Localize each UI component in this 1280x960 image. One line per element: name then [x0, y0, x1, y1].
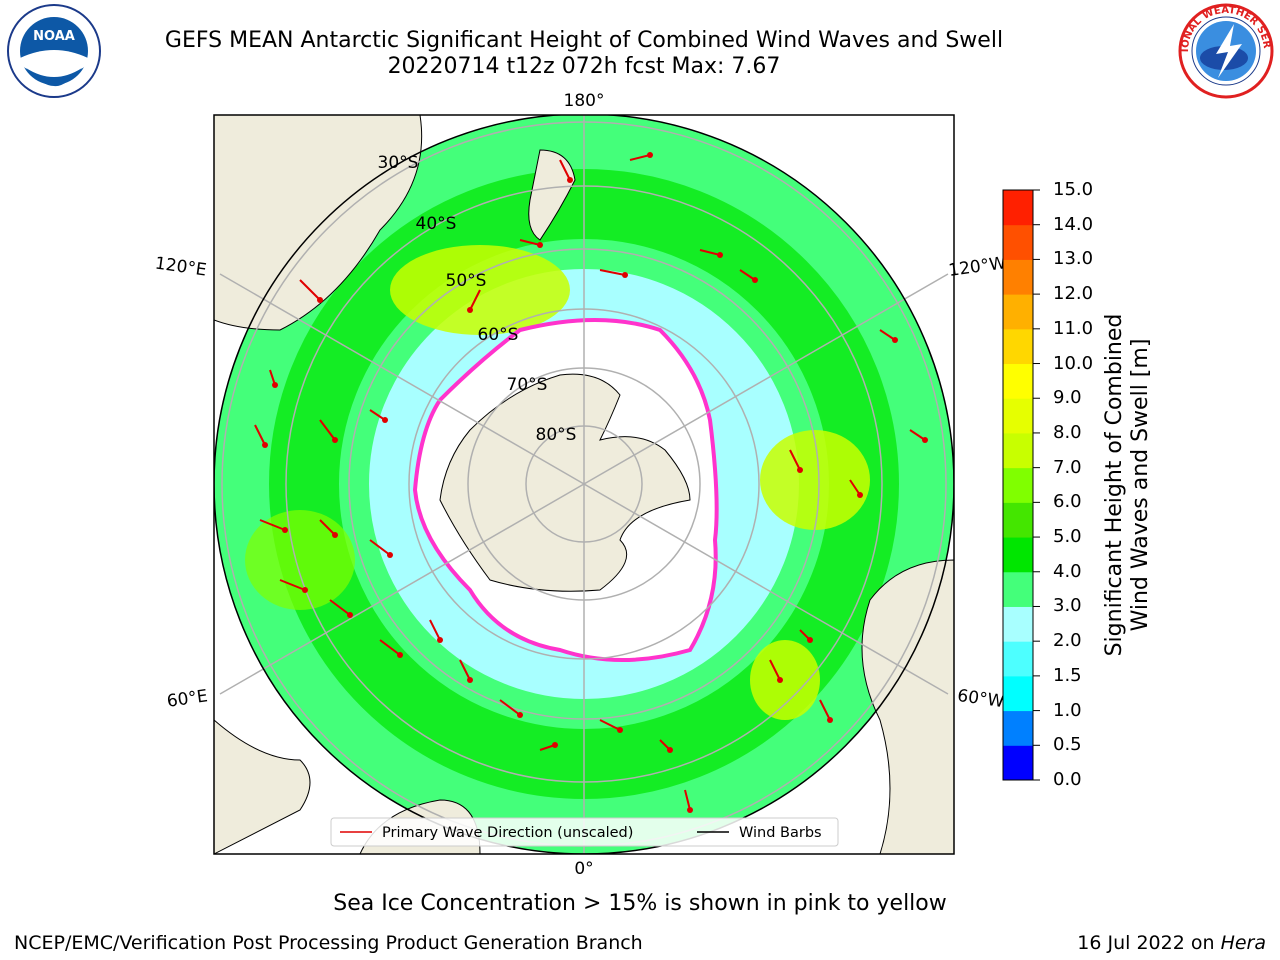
colorbar-segment — [1003, 432, 1033, 469]
nws-logo: NATIONAL WEATHER SERVICE — [1176, 2, 1274, 99]
map-legend: Primary Wave Direction (unscaled) Wind B… — [330, 817, 839, 847]
legend-wave-label: Primary Wave Direction (unscaled) — [382, 825, 633, 841]
noaa-logo-text: NOAA — [33, 29, 75, 44]
colorbar-segment — [1003, 363, 1033, 399]
colorbar-label-line2: Wind Waves and Swell [m] — [1128, 338, 1153, 632]
colorbar-tick-label: 2.0 — [1053, 630, 1082, 652]
colorbar-tick-label: 13.0 — [1053, 248, 1094, 270]
colorbar-tick-label: 7.0 — [1053, 456, 1082, 478]
colorbar-segment — [1003, 606, 1033, 642]
colorbar-label-line1: Significant Height of Combined — [1102, 313, 1127, 657]
credit-text: NCEP/EMC/Verification Post Processing Pr… — [14, 932, 643, 954]
lon-label-60w: 60°W — [956, 686, 1005, 712]
wave-max-atlantic — [750, 640, 820, 720]
wave-arrowheads — [262, 152, 928, 813]
lat-label-80s: 80°S — [536, 425, 577, 445]
colorbar-tick-label: 11.0 — [1053, 317, 1094, 339]
colorbar-segment — [1003, 259, 1033, 295]
colorbar-tick-label: 1.0 — [1053, 699, 1082, 721]
lat-label-60s: 60°S — [478, 325, 519, 345]
map-frame — [213, 114, 955, 855]
land-antarctica — [439, 373, 691, 592]
colorbar-segment — [1003, 328, 1033, 365]
chart-title: GEFS MEAN Antarctic Significant Height o… — [164, 28, 1004, 53]
colorbar-segment — [1003, 398, 1033, 434]
colorbar-tick-label: 1.5 — [1053, 664, 1082, 686]
colorbar-segment — [1003, 190, 1033, 226]
chart-subtitle: 20220714 t12z 072h fcst Max: 7.67 — [387, 54, 781, 79]
lon-label-60e: 60°E — [166, 686, 209, 711]
lon-label-120e: 120°E — [154, 254, 208, 281]
colorbar-segment — [1003, 467, 1033, 503]
wave-high-west — [245, 510, 355, 610]
run-date-host: Hera — [1220, 932, 1266, 954]
lon-label-0: 0° — [574, 859, 593, 879]
land-new-zealand — [528, 149, 576, 241]
colorbar-tick-label: 9.0 — [1053, 387, 1082, 409]
colorbar-tick-label: 4.0 — [1053, 560, 1082, 582]
colorbar — [1003, 189, 1040, 781]
colorbar-tick-label: 15.0 — [1053, 179, 1094, 200]
colorbar-segment — [1003, 745, 1033, 781]
land-africa — [214, 719, 311, 854]
lat-label-40s: 40°S — [416, 214, 457, 234]
wave-max-east — [760, 430, 870, 530]
colorbar-label: Significant Height of Combined Wind Wave… — [1102, 275, 1154, 695]
colorbar-tick-label: 6.0 — [1053, 491, 1082, 513]
lat-label-30s: 30°S — [378, 153, 419, 173]
run-date-prefix: 16 Jul 2022 on — [1077, 932, 1221, 954]
lon-label-120w: 120°W — [947, 253, 1007, 281]
colorbar-segment — [1003, 675, 1033, 712]
lon-label-180: 180° — [564, 91, 605, 111]
lat-label-70s: 70°S — [507, 375, 548, 395]
colorbar-segment — [1003, 502, 1033, 538]
colorbar-segment — [1003, 571, 1033, 607]
colorbar-segment — [1003, 294, 1033, 330]
colorbar-tick-label: 14.0 — [1053, 213, 1094, 235]
colorbar-frame — [1002, 189, 1034, 781]
legend-wind-label: Wind Barbs — [739, 825, 822, 841]
colorbar-tick-label: 12.0 — [1053, 283, 1094, 305]
graticule — [219, 115, 949, 854]
colorbar-tick-label: 3.0 — [1053, 595, 1082, 617]
run-date: 16 Jul 2022 on Hera — [1077, 932, 1266, 954]
colorbar-segment — [1003, 641, 1033, 677]
colorbar-tick-label: 0.0 — [1053, 769, 1082, 790]
sea-ice-note: Sea Ice Concentration > 15% is shown in … — [333, 891, 947, 916]
colorbar-tick-label: 5.0 — [1053, 526, 1082, 548]
colorbar-tick-label: 8.0 — [1053, 421, 1082, 443]
colorbar-tick-label: 0.5 — [1053, 734, 1082, 756]
colorbar-tick-label: 10.0 — [1053, 352, 1094, 374]
colorbar-segment — [1003, 710, 1033, 746]
lat-label-50s: 50°S — [446, 271, 487, 291]
noaa-logo: NOAA — [7, 4, 101, 98]
wave-arrows — [254, 154, 926, 811]
colorbar-segment — [1003, 224, 1033, 260]
colorbar-segment — [1003, 537, 1033, 573]
